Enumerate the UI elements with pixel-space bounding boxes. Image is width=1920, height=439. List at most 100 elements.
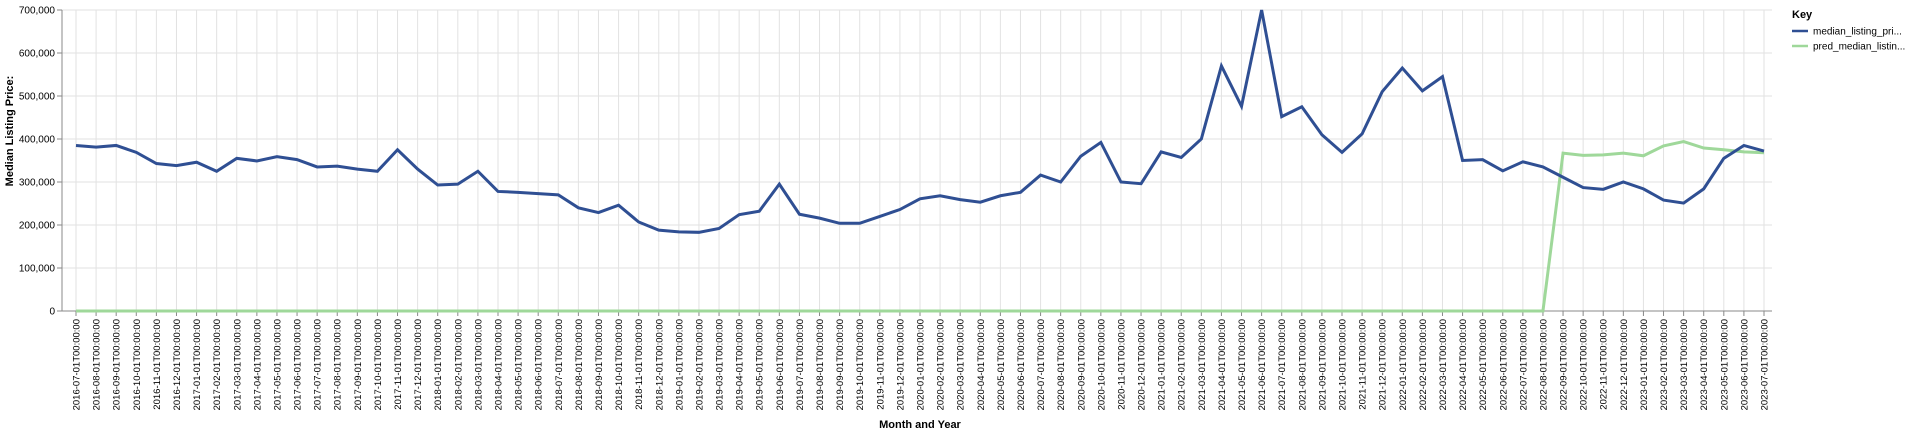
x-tick-label: 2017-06-01T00:00:00 (293, 319, 304, 410)
series-line-median (75, 9, 1765, 234)
x-tick-label: 2023-05-01T00:00:00 (1719, 319, 1730, 410)
x-tick-label: 2018-05-01T00:00:00 (514, 319, 525, 410)
y-tick-label: 700,000 (19, 6, 56, 17)
x-tick-label: 2021-12-01T00:00:00 (1378, 319, 1389, 410)
x-tick-label: 2021-09-01T00:00:00 (1317, 319, 1328, 410)
x-tick-label: 2018-08-01T00:00:00 (574, 319, 585, 410)
x-tick-label: 2021-11-01T00:00:00 (1358, 319, 1369, 410)
x-tick-label: 2020-10-01T00:00:00 (1096, 319, 1107, 410)
x-tick-label: 2017-11-01T00:00:00 (393, 319, 404, 410)
x-tick-label: 2023-04-01T00:00:00 (1699, 319, 1710, 410)
x-tick-label: 2020-09-01T00:00:00 (1076, 319, 1087, 410)
x-tick-label: 2022-10-01T00:00:00 (1579, 319, 1590, 410)
x-tick-label: 2023-01-01T00:00:00 (1639, 319, 1650, 410)
x-tick-label: 2022-08-01T00:00:00 (1538, 319, 1549, 410)
x-tick-label: 2021-08-01T00:00:00 (1297, 319, 1308, 410)
x-tick-label: 2016-09-01T00:00:00 (112, 319, 123, 410)
y-axis-title: Median Listing Price: (4, 76, 16, 187)
x-tick-label: 2016-07-01T00:00:00 (72, 319, 83, 410)
x-tick-label: 2018-10-01T00:00:00 (614, 319, 625, 410)
x-tick-label: 2022-02-01T00:00:00 (1418, 319, 1429, 410)
x-tick-label: 2017-04-01T00:00:00 (252, 319, 263, 410)
x-tick-label: 2022-04-01T00:00:00 (1458, 319, 1469, 410)
x-tick-label: 2022-07-01T00:00:00 (1518, 319, 1529, 410)
x-tick-label: 2022-05-01T00:00:00 (1478, 319, 1489, 410)
x-tick-label: 2019-02-01T00:00:00 (694, 319, 705, 410)
x-tick-label: 2022-06-01T00:00:00 (1498, 319, 1509, 410)
y-tick-label: 300,000 (19, 178, 56, 189)
x-tick-label: 2021-06-01T00:00:00 (1257, 319, 1268, 410)
x-tick-label: 2019-06-01T00:00:00 (775, 319, 786, 410)
x-tick-label: 2021-05-01T00:00:00 (1237, 319, 1248, 410)
x-tick-label: 2017-10-01T00:00:00 (373, 319, 384, 410)
x-tick-label: 2016-12-01T00:00:00 (172, 319, 183, 410)
x-tick-label: 2016-11-01T00:00:00 (152, 319, 163, 410)
x-tick-label: 2023-02-01T00:00:00 (1659, 319, 1670, 410)
x-tick-label: 2019-01-01T00:00:00 (674, 319, 685, 410)
x-tick-label: 2021-07-01T00:00:00 (1277, 319, 1288, 410)
x-tick-label: 2022-01-01T00:00:00 (1398, 319, 1409, 410)
x-tick-label: 2019-11-01T00:00:00 (875, 319, 886, 410)
x-tick-label: 2016-08-01T00:00:00 (92, 319, 103, 410)
x-tick-label: 2020-06-01T00:00:00 (1016, 319, 1027, 410)
x-tick-label: 2020-02-01T00:00:00 (936, 319, 947, 410)
x-tick-label: 2020-07-01T00:00:00 (1036, 319, 1047, 410)
series-line-pred (76, 140, 1765, 313)
x-tick-label: 2017-05-01T00:00:00 (272, 319, 283, 410)
x-axis-title: Month and Year (879, 419, 961, 431)
y-tick-label: 100,000 (19, 264, 56, 275)
x-tick-label: 2019-10-01T00:00:00 (855, 319, 866, 410)
series-lines (75, 9, 1765, 313)
x-tick-label: 2017-12-01T00:00:00 (413, 319, 424, 410)
x-tick-label: 2019-09-01T00:00:00 (835, 319, 846, 410)
x-tick-label: 2018-06-01T00:00:00 (534, 319, 545, 410)
x-tick-label: 2020-08-01T00:00:00 (1056, 319, 1067, 410)
x-tick-label: 2018-07-01T00:00:00 (554, 319, 565, 410)
x-tick-label: 2023-07-01T00:00:00 (1760, 319, 1771, 410)
x-tick-label: 2017-02-01T00:00:00 (212, 319, 223, 410)
x-tick-label: 2018-01-01T00:00:00 (433, 319, 444, 410)
x-tick-label: 2018-04-01T00:00:00 (494, 319, 505, 410)
x-tick-label: 2016-10-01T00:00:00 (132, 319, 143, 410)
x-tick-label: 2018-11-01T00:00:00 (634, 319, 645, 410)
legend-label: pred_median_listin... (1813, 42, 1905, 53)
x-tick-label: 2022-12-01T00:00:00 (1619, 319, 1630, 410)
x-tick-label: 2019-07-01T00:00:00 (795, 319, 806, 410)
y-tick-label: 600,000 (19, 49, 56, 60)
x-tick-label: 2019-08-01T00:00:00 (815, 319, 826, 410)
x-tick-label: 2020-03-01T00:00:00 (956, 319, 967, 410)
x-tick-label: 2017-08-01T00:00:00 (333, 319, 344, 410)
x-tick-label: 2023-06-01T00:00:00 (1739, 319, 1750, 410)
x-tick-label: 2018-03-01T00:00:00 (473, 319, 484, 410)
legend: Key median_listing_pri... pred_median_lis… (1792, 9, 1905, 53)
x-tick-label: 2018-09-01T00:00:00 (594, 319, 605, 410)
x-tick-label: 2020-04-01T00:00:00 (976, 319, 987, 410)
x-tick-label: 2017-01-01T00:00:00 (192, 319, 203, 410)
gridlines (62, 9, 1772, 312)
x-tick-label: 2020-01-01T00:00:00 (916, 319, 927, 410)
x-tick-label: 2022-11-01T00:00:00 (1599, 319, 1610, 410)
axes: 0 100,000 200,000 300,000 400,000 500,000 600,… (19, 6, 1772, 410)
y-tick-label: 400,000 (19, 135, 56, 146)
y-tick-label: 500,000 (19, 92, 56, 103)
x-tick-label: 2021-10-01T00:00:00 (1338, 319, 1349, 410)
x-tick-label: 2019-04-01T00:00:00 (735, 319, 746, 410)
x-tick-label: 2019-03-01T00:00:00 (715, 319, 726, 410)
x-tick-label: 2017-03-01T00:00:00 (232, 319, 243, 410)
x-tick-label: 2017-09-01T00:00:00 (353, 319, 364, 410)
y-tick-label: 200,000 (19, 221, 56, 232)
x-tick-label: 2022-03-01T00:00:00 (1438, 319, 1449, 410)
y-tick-label: 0 (49, 307, 55, 318)
x-tick-label: 2023-03-01T00:00:00 (1679, 319, 1690, 410)
x-tick-label: 2021-03-01T00:00:00 (1197, 319, 1208, 410)
x-tick-label: 2019-05-01T00:00:00 (755, 319, 766, 410)
x-tick-label: 2020-11-01T00:00:00 (1116, 319, 1127, 410)
x-tick-label: 2020-05-01T00:00:00 (996, 319, 1007, 410)
x-tick-label: 2021-02-01T00:00:00 (1177, 319, 1188, 410)
x-tick-label: 2017-07-01T00:00:00 (313, 319, 324, 410)
x-tick-label: 2018-02-01T00:00:00 (453, 319, 464, 410)
legend-title: Key (1792, 9, 1813, 21)
x-tick-label: 2018-12-01T00:00:00 (654, 319, 665, 410)
